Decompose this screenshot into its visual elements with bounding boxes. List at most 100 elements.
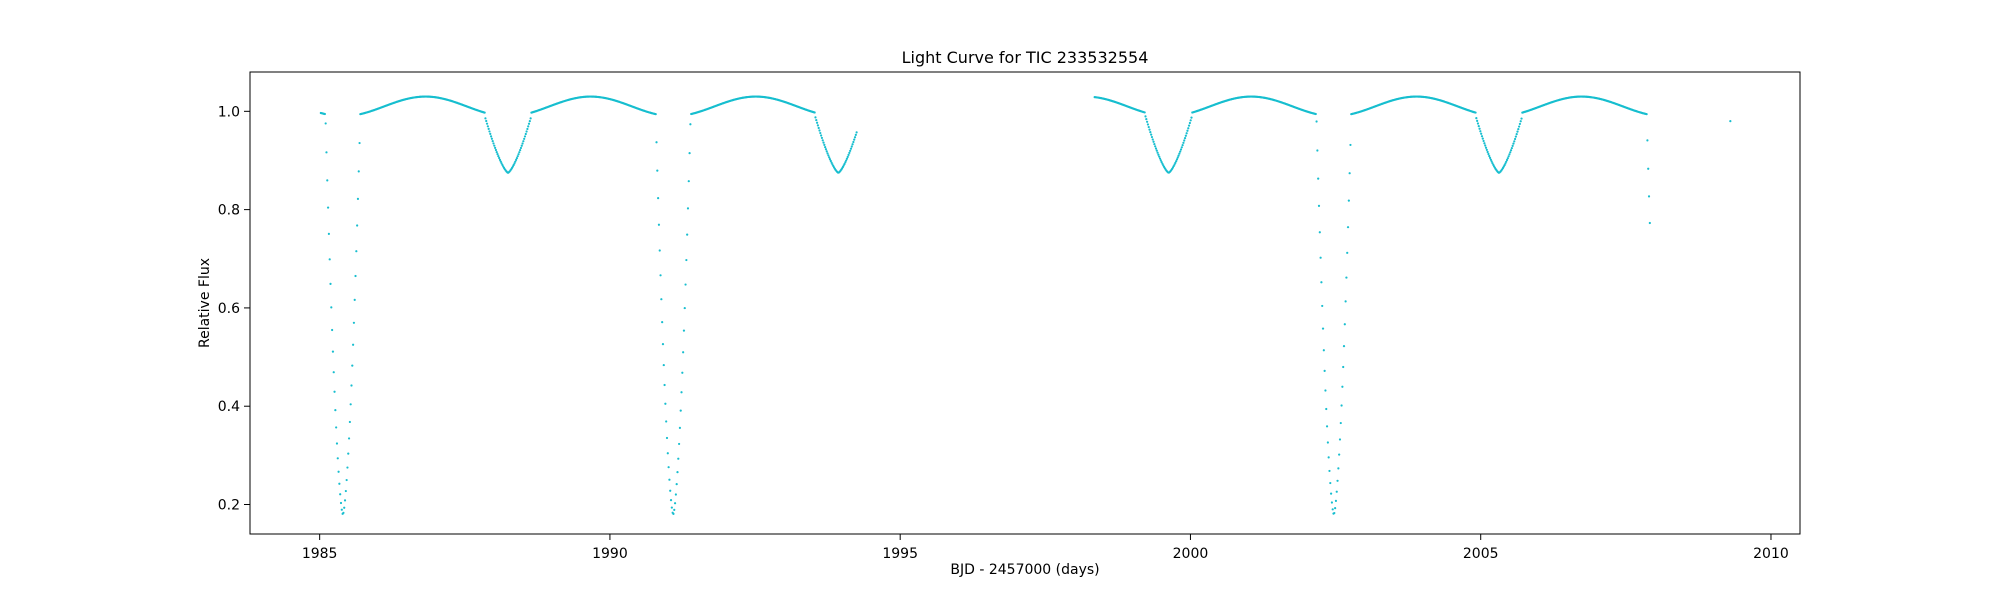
flux-point bbox=[855, 131, 858, 134]
flux-point bbox=[334, 409, 337, 412]
flux-point bbox=[659, 274, 662, 277]
flux-point bbox=[656, 169, 659, 172]
flux-point bbox=[1146, 123, 1150, 126]
flux-point bbox=[1345, 276, 1348, 279]
flux-point bbox=[1646, 139, 1649, 142]
flux-point bbox=[818, 129, 821, 132]
flux-point bbox=[1477, 125, 1480, 128]
flux-point bbox=[1475, 117, 1478, 120]
flux-point bbox=[1146, 120, 1149, 123]
y-tick-label: 1.0 bbox=[218, 104, 240, 120]
flux-point bbox=[1484, 144, 1487, 147]
y-tick-label: 0.2 bbox=[218, 498, 240, 514]
flux-point bbox=[327, 232, 330, 236]
flux-point bbox=[1175, 160, 1178, 163]
flux-point bbox=[1183, 137, 1187, 140]
flux-point bbox=[1520, 117, 1523, 120]
chart-title: Light Curve for TIC 233532554 bbox=[902, 48, 1149, 67]
flux-point bbox=[1150, 135, 1154, 139]
flux-point bbox=[1319, 256, 1322, 259]
flux-point bbox=[1519, 120, 1522, 123]
flux-point bbox=[1155, 149, 1158, 152]
flux-point bbox=[1179, 150, 1182, 153]
flux-point bbox=[1334, 507, 1337, 510]
flux-point bbox=[670, 506, 673, 509]
flux-point bbox=[677, 457, 680, 460]
flux-point bbox=[1175, 158, 1179, 161]
flux-point bbox=[333, 390, 336, 393]
flux-point bbox=[658, 249, 661, 252]
flux-point bbox=[1342, 345, 1346, 348]
flux-point bbox=[1157, 153, 1160, 156]
flux-point bbox=[675, 483, 678, 486]
flux-point bbox=[1187, 124, 1191, 127]
flux-point bbox=[1346, 226, 1350, 229]
flux-point bbox=[825, 150, 828, 153]
flux-point bbox=[1647, 167, 1650, 170]
flux-point bbox=[682, 329, 686, 332]
flux-point bbox=[527, 125, 530, 128]
flux-point bbox=[1158, 157, 1162, 160]
flux-point bbox=[529, 117, 532, 120]
flux-point bbox=[657, 196, 660, 200]
flux-point bbox=[349, 403, 352, 406]
flux-point bbox=[1476, 119, 1479, 122]
flux-point bbox=[489, 132, 492, 136]
flux-point bbox=[1513, 140, 1516, 143]
flux-point bbox=[340, 508, 343, 511]
flux-point bbox=[490, 137, 493, 140]
flux-point bbox=[515, 156, 519, 160]
flux-point bbox=[815, 121, 819, 124]
flux-point bbox=[1647, 195, 1651, 198]
flux-point bbox=[1183, 139, 1186, 142]
flux-point bbox=[335, 426, 338, 429]
flux-point bbox=[1474, 111, 1477, 114]
flux-point bbox=[1324, 389, 1327, 392]
flux-point bbox=[663, 383, 666, 387]
flux-point bbox=[1506, 157, 1509, 160]
flux-point bbox=[845, 157, 849, 160]
flux-point bbox=[679, 409, 682, 412]
flux-point bbox=[1505, 158, 1509, 162]
flux-point bbox=[344, 489, 347, 493]
flux-point bbox=[849, 149, 852, 152]
flux-point bbox=[358, 141, 361, 145]
flux-point bbox=[1148, 128, 1151, 131]
flux-point bbox=[820, 136, 824, 140]
y-axis: 0.2 0.4 0.6 0.8 1.0 bbox=[218, 104, 250, 514]
flux-point bbox=[826, 152, 829, 155]
flux-point bbox=[1334, 499, 1338, 502]
flux-point bbox=[816, 124, 819, 127]
flux-point bbox=[489, 135, 493, 138]
flux-point bbox=[338, 482, 341, 485]
flux-point bbox=[1338, 438, 1342, 441]
flux-point bbox=[1327, 456, 1330, 459]
flux-point bbox=[355, 250, 358, 253]
y-tick-label: 0.6 bbox=[218, 301, 240, 317]
flux-point bbox=[356, 224, 359, 227]
flux-point bbox=[1484, 146, 1488, 149]
flux-point bbox=[686, 233, 689, 236]
x-tick-label: 2000 bbox=[1173, 546, 1209, 562]
flux-point bbox=[819, 131, 822, 135]
flux-point bbox=[1342, 365, 1345, 369]
flux-point bbox=[485, 122, 489, 125]
flux-point bbox=[685, 258, 688, 262]
flux-point bbox=[1314, 112, 1317, 116]
flux-point bbox=[1516, 130, 1519, 133]
flux-point bbox=[814, 116, 817, 119]
flux-point bbox=[1181, 143, 1184, 147]
flux-point bbox=[1645, 113, 1648, 116]
flux-point bbox=[1335, 490, 1338, 493]
flux-point bbox=[1150, 133, 1153, 136]
flux-point bbox=[820, 134, 823, 137]
flux-point bbox=[681, 371, 684, 374]
flux-point bbox=[1318, 231, 1321, 234]
flux-point bbox=[342, 511, 345, 514]
flux-point bbox=[817, 126, 820, 130]
flux-point bbox=[1509, 151, 1512, 154]
flux-point bbox=[1509, 149, 1513, 152]
flux-point bbox=[483, 111, 486, 114]
flux-point bbox=[1321, 304, 1324, 308]
flux-point bbox=[514, 160, 517, 163]
